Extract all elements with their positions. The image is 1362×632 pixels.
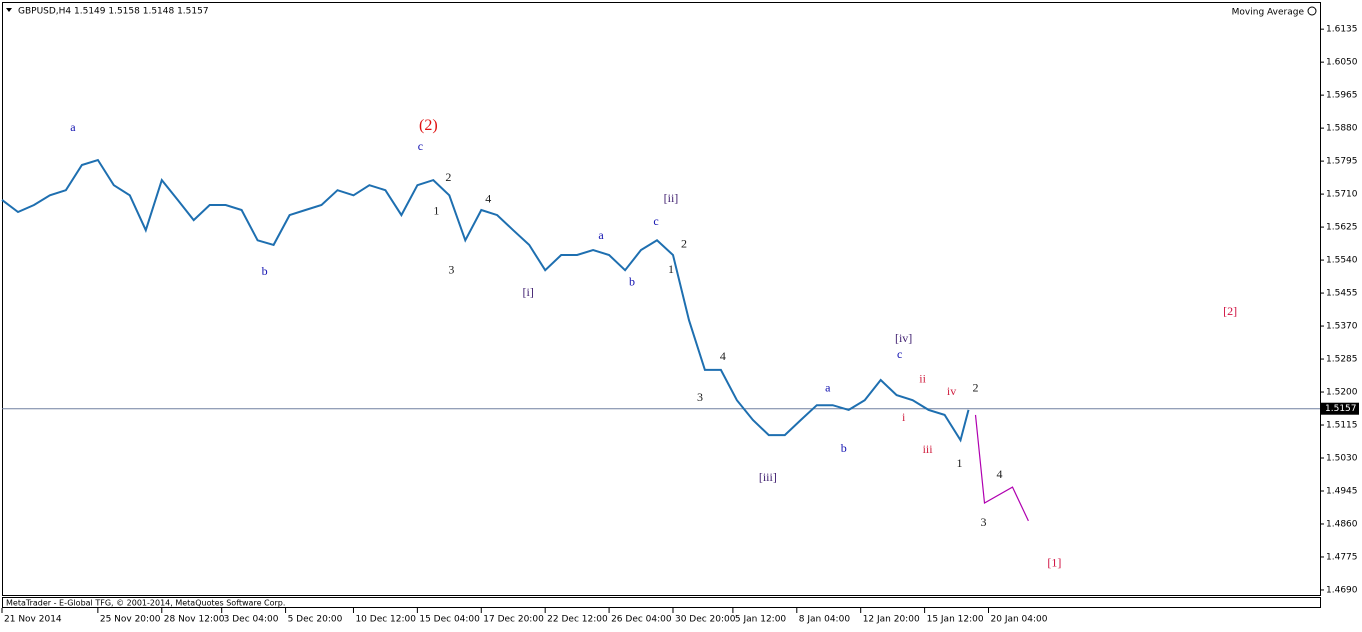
wave-label: b	[841, 441, 847, 455]
y-tick-label: 1.4945	[1326, 486, 1358, 496]
chart-title: GBPUSD,H4 1.5149 1.5158 1.5148 1.5157	[18, 7, 209, 17]
wave-label: 4	[485, 192, 491, 206]
y-tick-label: 1.5115	[1326, 421, 1358, 431]
x-tick-label: 8 Jan 04:00	[799, 615, 851, 625]
wave-label: 4	[996, 467, 1002, 481]
wave-label: 3	[448, 263, 454, 277]
wave-label: [2]	[1223, 304, 1237, 318]
price-line	[1, 158, 970, 443]
wave-label: a	[598, 228, 604, 242]
wave-label: 3	[981, 515, 987, 529]
wave-label: c	[418, 139, 423, 153]
wave-label: 3	[697, 390, 703, 404]
wave-label: b	[262, 264, 268, 278]
plot-frame	[2, 2, 1321, 596]
y-tick-label: 1.5795	[1326, 157, 1358, 167]
footer-frame	[2, 597, 1321, 608]
wave-label: c	[653, 214, 658, 228]
x-tick-label: 28 Nov 12:00	[164, 615, 225, 625]
wave-label: i	[902, 410, 906, 424]
x-tick-label: 10 Dec 12:00	[355, 615, 416, 625]
x-tick-label: 15 Jan 12:00	[927, 615, 984, 625]
wave-label: 2	[973, 381, 979, 395]
indicator-close[interactable]	[1307, 6, 1317, 16]
wave-label: b	[629, 275, 635, 289]
y-tick-label: 1.5540	[1326, 256, 1358, 266]
y-tick-label: 1.6050	[1326, 58, 1358, 68]
wave-label: iii	[923, 442, 934, 456]
x-tick-label: 25 Nov 20:00	[100, 615, 161, 625]
y-tick-label: 1.6135	[1326, 25, 1358, 35]
wave-label: c	[897, 347, 902, 361]
x-tick-label: 22 Dec 12:00	[547, 615, 608, 625]
y-tick-label: 1.5030	[1326, 454, 1358, 464]
wave-label: [ii]	[664, 191, 679, 205]
x-tick-label: 5 Jan 12:00	[735, 615, 787, 625]
x-tick-label: 20 Jan 04:00	[991, 615, 1048, 625]
projection-line	[974, 414, 1029, 522]
indicator-label: Moving Average	[1232, 8, 1305, 18]
y-tick-label: 1.4690	[1326, 585, 1358, 595]
y-tick-label: 1.5200	[1326, 388, 1358, 398]
x-tick-label: 17 Dec 20:00	[483, 615, 544, 625]
wave-label: 1	[957, 456, 963, 470]
wave-label: [iv]	[895, 331, 912, 345]
wave-label: (2)	[419, 117, 438, 134]
wave-label: a	[825, 381, 831, 395]
x-tick-label: 30 Dec 20:00	[675, 615, 736, 625]
x-tick-label: 21 Nov 2014	[4, 615, 62, 625]
footer: MetaTrader - E-Global TFG, © 2001-2014, …	[6, 599, 285, 608]
x-tick-label: 5 Dec 20:00	[288, 615, 343, 625]
x-tick-label: 26 Dec 04:00	[611, 615, 672, 625]
y-tick-label: 1.5370	[1326, 322, 1358, 332]
wave-label: 4	[720, 349, 726, 363]
x-tick-label: 15 Dec 04:00	[419, 615, 480, 625]
y-tick-label: 1.5455	[1326, 289, 1358, 299]
wave-label: [i]	[523, 285, 534, 299]
wave-label: 2	[445, 170, 451, 184]
wave-label: a	[70, 120, 76, 134]
x-tick-label: 3 Dec 04:00	[224, 615, 279, 625]
wave-label: [1]	[1047, 556, 1061, 570]
x-tick-label: 12 Jan 20:00	[863, 615, 920, 625]
menu-arrow[interactable]	[6, 8, 12, 12]
wave-label: ii	[919, 372, 926, 386]
y-tick-label: 1.5965	[1326, 91, 1358, 101]
y-tick-label: 1.4775	[1326, 552, 1358, 562]
y-tick-label: 1.5285	[1326, 355, 1358, 365]
last-price-label: 1.5157	[1325, 404, 1357, 414]
y-tick-label: 1.5625	[1326, 223, 1358, 233]
wave-label: 1	[668, 262, 674, 276]
wave-label: iv	[947, 384, 956, 398]
y-tick-label: 1.5710	[1326, 190, 1358, 200]
y-tick-label: 1.4860	[1326, 519, 1358, 529]
wave-label: 1	[433, 204, 439, 218]
y-tick-label: 1.5880	[1326, 124, 1358, 134]
last-price-box	[1321, 402, 1359, 415]
wave-label: 2	[681, 237, 687, 251]
wave-label: [iii]	[759, 470, 777, 484]
